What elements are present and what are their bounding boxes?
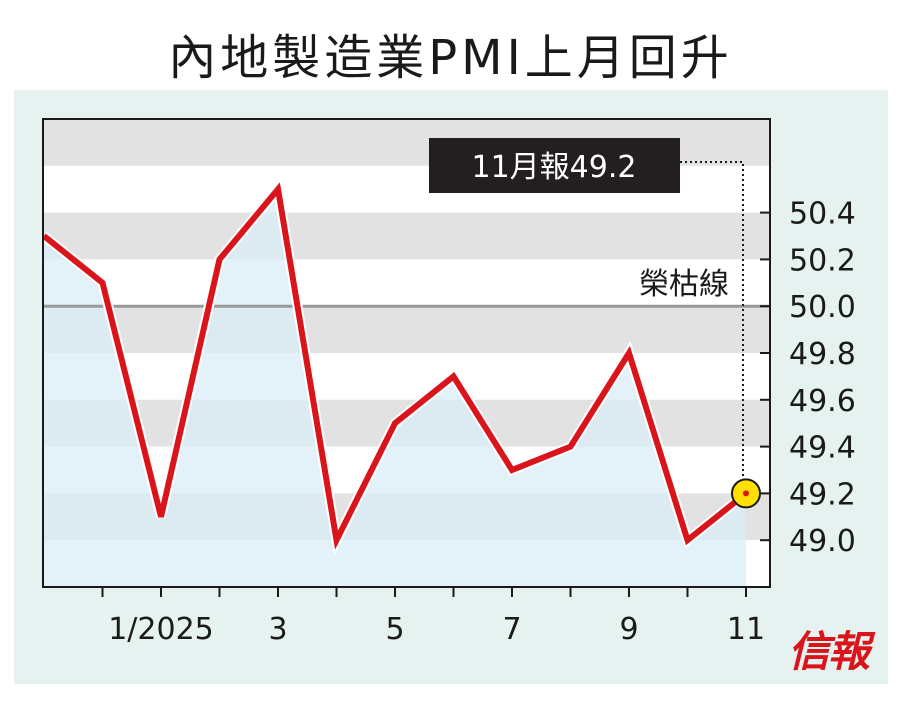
grid-band [43,212,770,260]
area-fill [44,189,746,587]
x-tick-label: 7 [502,612,521,647]
chart-panel: 榮枯線 49.0 49.2 49.4 49.6 49.8 50.0 50.2 50.4 1/2… [14,90,888,684]
area-under-line [44,189,746,587]
y-axis: 49.0 49.2 49.4 49.6 49.8 50.0 50.2 50.4 [760,197,856,559]
reference-line-group: 榮枯線 [43,267,770,308]
series-line-group [40,177,750,557]
grid-band [43,353,770,400]
x-tick-label: 11 [727,612,765,647]
chart-title: 內地製造業PMI上月回升 [168,30,733,86]
annotation-label: 11月報49.2 [472,150,637,185]
chart-svg: 榮枯線 49.0 49.2 49.4 49.6 49.8 50.0 50.2 50.4 1/2… [40,118,856,647]
x-tick-label: 1/2025 [108,612,214,647]
data-point [394,422,396,424]
annotation-group: 11月報49.2 [429,138,761,509]
data-point [687,539,688,541]
y-tick-label: 50.0 [789,290,856,325]
y-tick-label: 49.4 [789,431,856,466]
data-point [219,258,220,260]
y-tick-label: 50.2 [789,243,856,278]
latest-point-dot [743,490,749,497]
data-point [453,375,454,377]
x-tick-label: 5 [385,612,404,647]
y-tick-label: 50.4 [789,197,856,232]
data-point [102,282,103,284]
annotation-leader [680,161,744,479]
x-axis: 1/2025 3 5 7 9 11 [101,587,765,647]
data-point [277,188,279,190]
annotation-box [429,138,680,193]
data-point [511,469,513,471]
x-tick-label: 3 [268,612,287,647]
reference-line-label: 榮枯線 [639,267,729,302]
y-tick-label: 49.0 [789,524,856,559]
grid-band [43,306,770,353]
y-tick-label: 49.8 [789,337,856,372]
grid-band [43,259,770,307]
data-point [570,446,571,448]
data-point [628,352,630,354]
x-tick-label: 9 [619,612,638,647]
y-tick-label: 49.2 [789,477,856,512]
publisher-logo: 信報 [788,627,870,676]
data-point [160,516,162,518]
y-tick-label: 49.6 [789,384,856,419]
data-point [336,539,337,541]
